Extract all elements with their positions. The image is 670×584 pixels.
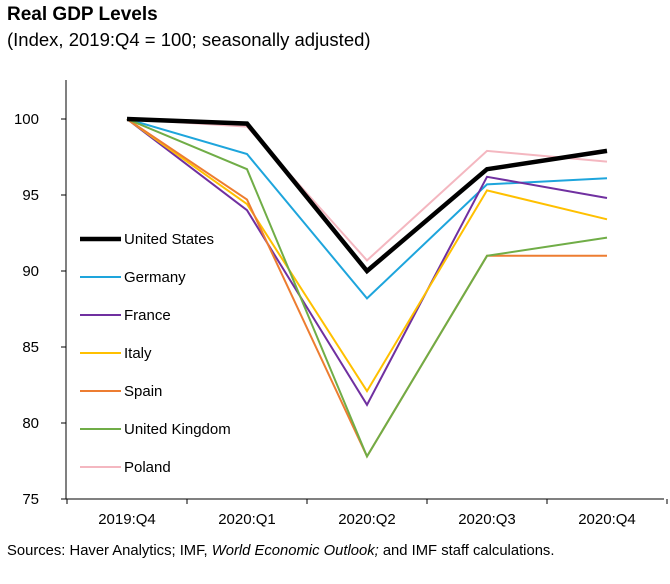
y-tick-label: 100 — [14, 111, 39, 128]
y-tick-label: 80 — [22, 415, 39, 432]
chart-series — [126, 116, 608, 459]
x-tick-label: 2020:Q4 — [578, 511, 636, 528]
x-tick-label: 2020:Q3 — [458, 511, 516, 528]
y-tick-label: 75 — [22, 491, 39, 508]
source-prefix: Sources: Haver Analytics; IMF, — [7, 543, 212, 559]
series-line-germany — [126, 118, 608, 300]
legend-label: United States — [124, 231, 214, 248]
chart-axes: 75 80 85 90 95 100 2019:Q4 2020:Q1 2020:Q2 2020:Q… — [14, 80, 668, 528]
legend-label: Italy — [124, 345, 152, 362]
series-line-italy — [126, 118, 608, 393]
series-line-united-states — [126, 116, 608, 275]
series-line-france — [126, 118, 608, 407]
y-tick-label: 95 — [22, 187, 39, 204]
legend-label: Poland — [124, 459, 171, 476]
chart-legend: United States Germany France Italy Spain Unit… — [80, 231, 231, 476]
chart-title: Real GDP Levels — [7, 4, 158, 25]
x-tick-label: 2019:Q4 — [98, 511, 156, 528]
x-tick-label: 2020:Q2 — [338, 511, 396, 528]
source-suffix: and IMF staff calculations. — [378, 543, 555, 559]
legend-label: Germany — [124, 269, 186, 286]
source-note: Sources: Haver Analytics; IMF, World Eco… — [7, 542, 657, 560]
legend-label: France — [124, 307, 171, 324]
chart-subtitle: (Index, 2019:Q4 = 100; seasonally adjust… — [7, 29, 371, 50]
y-tick-label: 85 — [22, 339, 39, 356]
series-line-united-kingdom — [126, 118, 608, 459]
source-italic: World Economic Outlook; — [211, 543, 379, 559]
legend-label: United Kingdom — [124, 421, 231, 438]
x-tick-label: 2020:Q1 — [218, 511, 276, 528]
y-tick-label: 90 — [22, 263, 39, 280]
legend-label: Spain — [124, 383, 162, 400]
